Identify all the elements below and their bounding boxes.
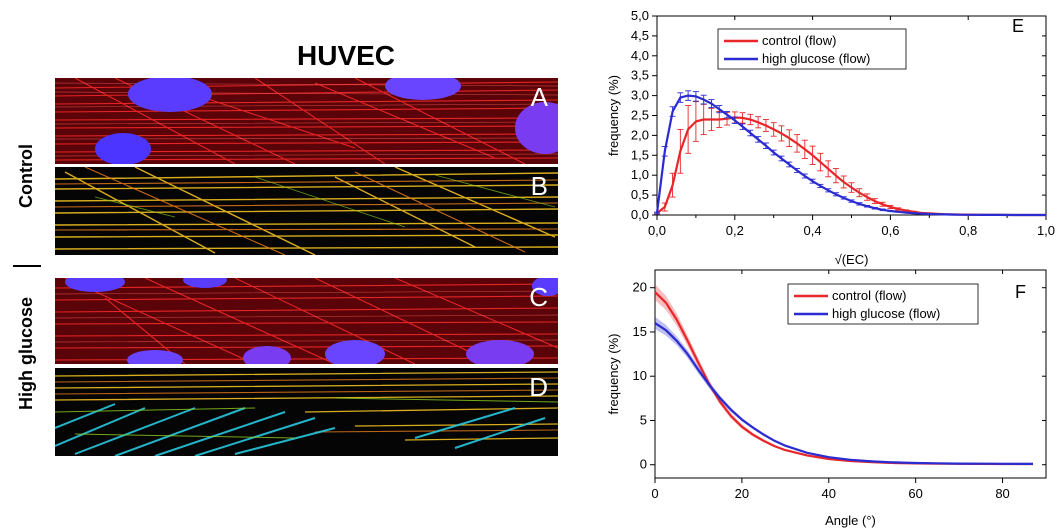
chart-f-legend-label: high glucose (flow) (832, 306, 940, 321)
chart-e-legend-box (717, 28, 907, 70)
chart-e-x-tick-label: 0,4 (804, 223, 822, 238)
panel-label-c: C (529, 282, 548, 312)
chart-e-y-tick-label: 3,5 (631, 68, 649, 83)
chart-e-y-tick-label: 2,5 (631, 108, 649, 123)
chart-f-legend-label: control (flow) (832, 288, 906, 303)
microscopy-figure: HUVEC Control High glucose A (13, 40, 558, 456)
chart-e-x-axis-label: √(EC) (835, 252, 869, 267)
chart-f-y-tick-label: 10 (633, 368, 647, 383)
panel-b-image: B (55, 167, 558, 255)
chart-e-y-tick-label: 5,0 (631, 8, 649, 23)
charts-area: 0,0 0,2 0,4 0,6 0,8 1,0 0,0 0,5 1,0 1,5 2,0 2,5 3,0 3… (600, 0, 1061, 531)
chart-e-group: 0,0 0,2 0,4 0,6 0,8 1,0 0,0 0,5 1,0 1,5 2,0 2,5 3,0 3… (606, 8, 1055, 267)
panel-c-image: C (55, 278, 558, 364)
chart-e-series-high-glucose-line (655, 94, 1046, 217)
chart-f-legend-box (787, 283, 979, 325)
chart-f-y-tick-label: 0 (640, 457, 647, 472)
panel-label-b: B (530, 171, 548, 201)
chart-e-x-tick-label: 0,0 (648, 223, 666, 238)
chart-e-y-tick-label: 4,5 (631, 28, 649, 43)
panel-d-image: D (55, 368, 558, 456)
chart-f-x-tick-label: 80 (995, 486, 1009, 501)
charts-svg: 0,0 0,2 0,4 0,6 0,8 1,0 0,0 0,5 1,0 1,5 2,0 2,5 3,0 3… (606, 8, 1055, 528)
chart-f-x-tick-label: 20 (735, 486, 749, 501)
chart-f-panel-label: F (1015, 282, 1026, 302)
row-label-high-glucose: High glucose (16, 296, 36, 410)
chart-e-legend-label: high glucose (flow) (762, 51, 870, 66)
panel-a-image: A (55, 78, 558, 164)
chart-e-y-tick-label: 1,5 (631, 147, 649, 162)
chart-e-x-tick-label: 0,2 (726, 223, 744, 238)
chart-f-plot-frame (654, 269, 1047, 479)
chart-f-y-axis-label: frequency (%) (606, 334, 621, 415)
chart-e-panel-label: E (1012, 16, 1024, 36)
chart-e-y-tick-label: 4,0 (631, 48, 649, 63)
figure-title: HUVEC (297, 40, 396, 71)
chart-e-x-tick-label: 1,0 (1037, 223, 1055, 238)
chart-e-y-tick-label: 1,0 (631, 167, 649, 182)
chart-f-y-tick-label: 20 (633, 280, 647, 295)
chart-f-x-tick-label: 60 (908, 486, 922, 501)
chart-f-y-tick-label: 5 (640, 412, 647, 427)
row-label-control: Control (16, 144, 36, 208)
panel-label-a: A (530, 82, 548, 112)
chart-e-y-tick-label: 0,0 (631, 207, 649, 222)
chart-f-series-high-glucose-line (654, 322, 1033, 465)
chart-e-y-tick-label: 2,0 (631, 127, 649, 142)
chart-f-x-tick-label: 40 (822, 486, 836, 501)
chart-e-x-tick-label: 0,8 (959, 223, 977, 238)
chart-e-y-tick-label: 3,0 (631, 88, 649, 103)
chart-e-y-tick-label: 0,5 (631, 187, 649, 202)
chart-f-x-tick-label: 0 (651, 486, 658, 501)
chart-e-y-axis-label: frequency (%) (606, 75, 621, 156)
row-divider (13, 265, 41, 267)
chart-f-series-high-glucose-band (655, 316, 1033, 465)
chart-f-x-axis-label: Angle (°) (825, 513, 876, 528)
chart-e-x-tick-label: 0,6 (881, 223, 899, 238)
chart-e-legend-label: control (flow) (762, 33, 836, 48)
chart-f-group: 0 20 40 60 80 0 5 10 15 20 Angle (°) frequency (%) c… (606, 269, 1047, 528)
chart-f-y-tick-label: 15 (633, 324, 647, 339)
panel-label-d: D (529, 372, 548, 402)
